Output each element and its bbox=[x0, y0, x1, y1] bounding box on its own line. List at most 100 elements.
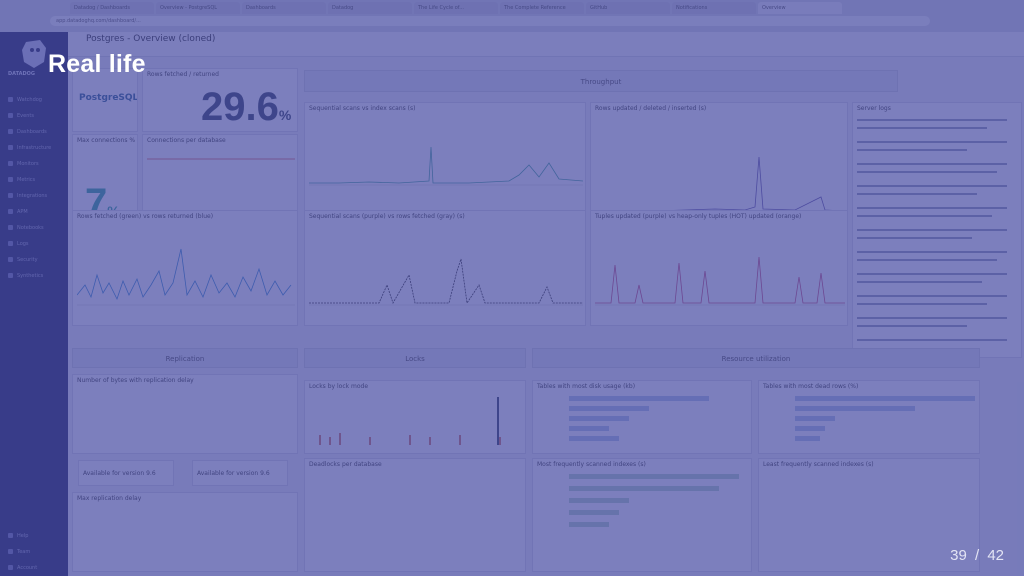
logs-icon bbox=[8, 241, 13, 246]
usage-bar bbox=[569, 509, 619, 515]
list-item bbox=[539, 425, 739, 431]
usage-bar bbox=[795, 435, 820, 441]
series-line bbox=[309, 146, 583, 184]
url-bar[interactable]: app.datadoghq.com/dashboard/... bbox=[50, 16, 930, 26]
browser-tab[interactable]: GitHub bbox=[586, 2, 670, 14]
dashboard-main: Postgres - Overview (cloned) PostgreSQL … bbox=[68, 32, 1024, 576]
browser-tab[interactable]: The Complete Reference bbox=[500, 2, 584, 14]
nav-help[interactable]: Help bbox=[8, 532, 64, 540]
deadlocks-widget[interactable]: Deadlocks per database bbox=[304, 458, 526, 572]
page-separator: / bbox=[974, 547, 980, 564]
most-dead-rows-widget[interactable]: Tables with most dead rows (%) bbox=[758, 380, 980, 454]
list-item bbox=[765, 425, 975, 431]
browser-tab[interactable]: Notifications bbox=[672, 2, 756, 14]
dashboard-header: Postgres - Overview (cloned) bbox=[68, 32, 1024, 57]
infrastructure-icon bbox=[8, 145, 13, 150]
widget-title: Rows fetched / returned bbox=[147, 71, 219, 78]
nav-dashboards[interactable]: Dashboards bbox=[8, 128, 64, 136]
page-total: 42 bbox=[987, 547, 1004, 564]
log-line bbox=[857, 325, 967, 327]
nav-synthetics[interactable]: Synthetics bbox=[8, 272, 64, 280]
replication-group-header[interactable]: Replication bbox=[72, 348, 298, 368]
browser-tab[interactable]: The Life Cycle of... bbox=[414, 2, 498, 14]
list-item bbox=[539, 521, 749, 527]
locks-by-mode-widget[interactable]: Locks by lock mode bbox=[304, 380, 526, 454]
log-line bbox=[857, 149, 967, 151]
log-line bbox=[857, 237, 972, 239]
tuples-updated-widget[interactable]: Tuples updated (purple) vs heap-only tup… bbox=[590, 210, 848, 326]
nav-team[interactable]: Team bbox=[8, 548, 64, 556]
usage-bar bbox=[795, 415, 835, 421]
widget-title: Available for version 9.6 bbox=[83, 470, 156, 477]
log-line bbox=[857, 119, 1007, 121]
widget-title: Rows fetched (green) vs rows returned (b… bbox=[77, 213, 214, 220]
available-replica-1-widget[interactable]: Available for version 9.6 bbox=[78, 460, 174, 486]
resource-group-header[interactable]: Resource utilization bbox=[532, 348, 980, 368]
log-line bbox=[857, 163, 1007, 165]
usage-bar bbox=[569, 415, 629, 421]
series-line bbox=[309, 258, 583, 305]
nav-apm[interactable]: APM bbox=[8, 208, 64, 216]
nav-events[interactable]: Events bbox=[8, 112, 64, 120]
widget-title: Number of bytes with replication delay bbox=[77, 377, 194, 384]
disk-usage-widget[interactable]: Tables with most disk usage (kb) bbox=[532, 380, 752, 454]
nav-infrastructure[interactable]: Infrastructure bbox=[8, 144, 64, 152]
browser-tab[interactable]: Datadog / Dashboards bbox=[70, 2, 154, 14]
nav-account[interactable]: Account bbox=[8, 564, 64, 572]
nav-watchdog[interactable]: Watchdog bbox=[8, 96, 64, 104]
throughput-group-header[interactable]: Throughput bbox=[304, 70, 898, 92]
watchdog-icon bbox=[8, 97, 13, 102]
browser-tab[interactable]: Overview bbox=[758, 2, 842, 14]
postgres-logo: PostgreSQL bbox=[79, 93, 138, 103]
usage-bar bbox=[569, 497, 629, 503]
nav-monitors[interactable]: Monitors bbox=[8, 160, 64, 168]
rows-fetched-chart-widget[interactable]: Rows fetched (green) vs rows returned (b… bbox=[72, 210, 298, 326]
seq-scans-rows-widget[interactable]: Sequential scans (purple) vs rows fetche… bbox=[304, 210, 586, 326]
widget-title: Sequential scans (purple) vs rows fetche… bbox=[309, 213, 465, 220]
widget-title: Sequential scans vs index scans (s) bbox=[309, 105, 416, 112]
browser-chrome: Datadog / Dashboards Overview - PostgreS… bbox=[0, 0, 1024, 32]
replication-delay-widget[interactable]: Number of bytes with replication delay bbox=[72, 374, 298, 454]
browser-tab[interactable]: Dashboards bbox=[242, 2, 326, 14]
nav-security[interactable]: Security bbox=[8, 256, 64, 264]
nav-logs[interactable]: Logs bbox=[8, 240, 64, 248]
server-logs-widget[interactable]: Server logs bbox=[852, 102, 1022, 358]
widget-title: Server logs bbox=[857, 105, 891, 112]
log-line bbox=[857, 193, 977, 195]
nav-label: Metrics bbox=[17, 177, 36, 183]
widget-title: Tables with most disk usage (kb) bbox=[537, 383, 636, 390]
browser-tab[interactable]: Overview - PostgreSQL bbox=[156, 2, 240, 14]
lock-bar bbox=[339, 433, 341, 445]
dashboard-title[interactable]: Postgres - Overview (cloned) bbox=[86, 34, 216, 44]
browser-tab[interactable]: Datadog bbox=[328, 2, 412, 14]
locks-chart bbox=[319, 397, 501, 445]
nav-label: Synthetics bbox=[17, 273, 44, 279]
nav-label: Account bbox=[17, 565, 38, 571]
nav-label: Logs bbox=[17, 241, 29, 247]
log-line bbox=[857, 127, 987, 129]
widget-title: Tables with most dead rows (%) bbox=[763, 383, 859, 390]
rows-fetched-returned-widget[interactable]: Rows fetched / returned 29.6% bbox=[142, 68, 298, 132]
log-line bbox=[857, 185, 1007, 187]
widget-title: Deadlocks per database bbox=[309, 461, 382, 468]
locks-group-header[interactable]: Locks bbox=[304, 348, 526, 368]
lock-bar bbox=[499, 437, 501, 445]
widget-title: Least frequently scanned indexes (s) bbox=[763, 461, 874, 468]
nav-integrations[interactable]: Integrations bbox=[8, 192, 64, 200]
nav-notebooks[interactable]: Notebooks bbox=[8, 224, 64, 232]
log-line bbox=[857, 141, 1007, 143]
log-stream bbox=[857, 119, 1007, 341]
account-icon bbox=[8, 565, 13, 570]
usage-bar bbox=[795, 405, 915, 411]
tuples-updated-chart bbox=[595, 256, 845, 306]
list-item bbox=[765, 435, 975, 441]
max-replication-delay-widget[interactable]: Max replication delay bbox=[72, 492, 298, 572]
least-scanned-idx-widget[interactable]: Least frequently scanned indexes (s) bbox=[758, 458, 980, 572]
widget-title: Rows updated / deleted / inserted (s) bbox=[595, 105, 707, 112]
most-scanned-idx-widget[interactable]: Most frequently scanned indexes (s) bbox=[532, 458, 752, 572]
nav-metrics[interactable]: Metrics bbox=[8, 176, 64, 184]
lock-bar bbox=[429, 437, 431, 445]
nav-label: Dashboards bbox=[17, 129, 47, 135]
widget-title: Connections per database bbox=[147, 137, 226, 144]
available-replica-2-widget[interactable]: Available for version 9.6 bbox=[192, 460, 288, 486]
